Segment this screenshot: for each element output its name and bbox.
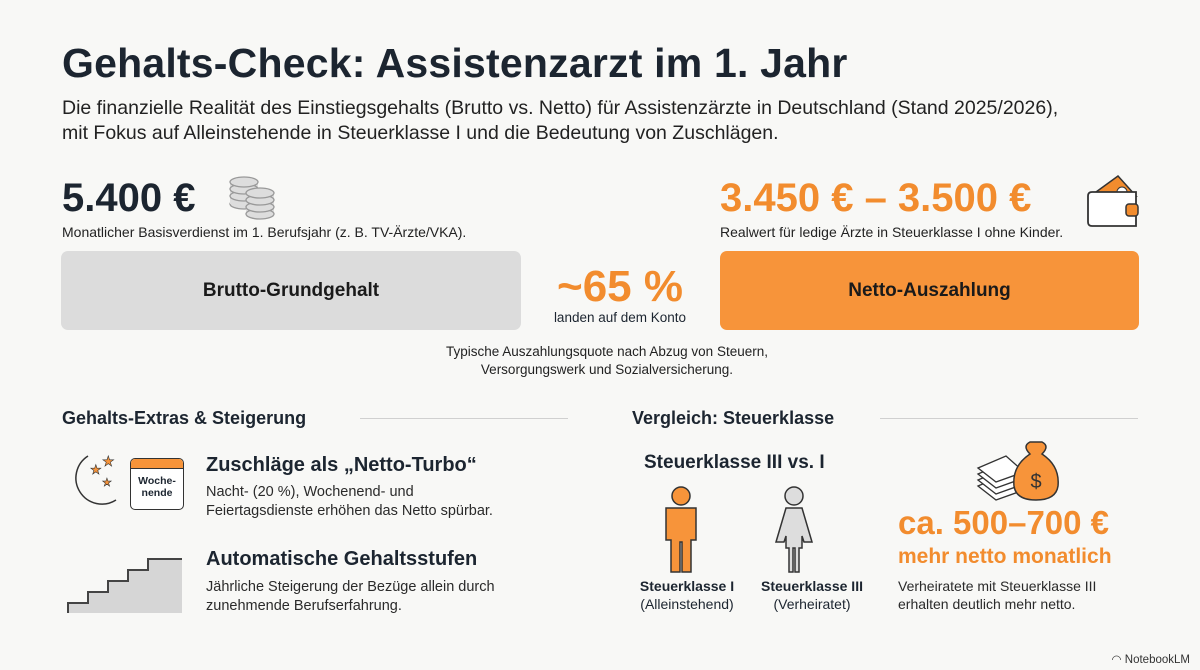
ratio-caption: landen auf dem Konto [553,310,687,325]
brutto-box-label: Brutto-Grundgehalt [202,279,380,301]
brutto-box: Brutto-Grundgehalt [61,251,521,330]
page-subtitle: Die finanzielle Realität des Einstiegsge… [62,96,1182,146]
svg-text:$: $ [1030,471,1041,493]
extra-title: Automatische Gehaltsstufen [206,548,478,570]
note-line: Versorgungswerk und Sozialversicherung. [480,362,734,377]
text-line: Jährliche Steigerung der Bezüge allein d… [206,579,495,595]
text-line: Nacht- (20 %), Wochenend- und [206,484,414,500]
svg-text:★: ★ [102,477,112,489]
extra-text: Jährliche Steigerung der Bezüge allein d… [206,578,495,616]
text-line: zunehmende Berufserfahrung. [206,598,402,614]
brand-text: NotebookLM [1124,654,1190,666]
extra-title: Zuschläge als „Netto-Turbo“ [206,454,477,476]
moon-stars-icon: ★ ★ ★ [75,453,117,505]
text-line: Feiertagsdienste erhöhen das Netto spürb… [206,503,493,519]
page-title: Gehalts-Check: Assistenzarzt im 1. Jahr [62,40,848,86]
text-line: Verheiratete mit Steuerklasse III [898,578,1097,594]
person-label: Steuerklasse III (Verheiratet) [742,577,882,613]
calendar-text: Woche- [138,475,176,487]
man-icon [665,486,697,573]
extras-heading: Gehalts-Extras & Steigerung [62,408,307,428]
person-class: Steuerklasse III [761,578,863,594]
comparison-text: Verheiratete mit Steuerklasse III erhalt… [898,577,1096,613]
wallet-icon [1087,174,1139,227]
svg-text:★: ★ [102,453,115,469]
netto-box-label: Netto-Auszahlung [848,279,1011,301]
person-label: Steuerklasse I (Alleinstehend) [617,577,757,613]
notebooklm-logo-icon: ◠ [1111,654,1125,666]
brutto-caption: Monatlicher Basisverdienst im 1. Berufsj… [62,224,467,240]
money-bag-icon: $ [976,441,1059,501]
ratio-note: Typische Auszahlungsquote nach Abzug von… [380,343,834,379]
subtitle-line: mit Fokus auf Alleinstehende in Steuerkl… [62,122,779,144]
note-line: Typische Auszahlungsquote nach Abzug von… [446,344,768,359]
stairs-icon [67,558,182,613]
person-status: (Alleinstehend) [640,596,734,612]
woman-icon [774,486,814,573]
divider [880,418,1138,419]
ratio-value: ~65 % [557,262,683,311]
person-class: Steuerklasse I [639,578,735,594]
brutto-amount: 5.400 € [62,176,196,220]
netto-amount: 3.450 € – 3.500 € [720,176,1032,220]
extra-text: Nacht- (20 %), Wochenend- und Feiertagsd… [206,483,493,521]
notebooklm-watermark: ◠ NotebookLM [1112,652,1190,666]
comparison-amount-sub: mehr netto monatlich [898,545,1112,568]
comparison-subheading: Steuerklasse III vs. I [644,452,825,473]
calendar-icon: Woche- nende [130,458,184,510]
calendar-text: nende [141,487,173,499]
subtitle-line: Die finanzielle Realität des Einstiegsge… [62,97,1059,119]
person-status: (Verheiratet) [773,596,851,612]
text-line: erhalten deutlich mehr netto. [898,596,1076,612]
netto-caption: Realwert für ledige Ärzte in Steuerklass… [720,224,1064,240]
divider [360,418,568,419]
svg-text:★: ★ [90,462,102,477]
netto-box: Netto-Auszahlung [720,251,1139,330]
comparison-heading: Vergleich: Steuerklasse [632,408,835,428]
coins-icon [229,176,275,220]
comparison-amount: ca. 500–700 € [898,504,1110,541]
